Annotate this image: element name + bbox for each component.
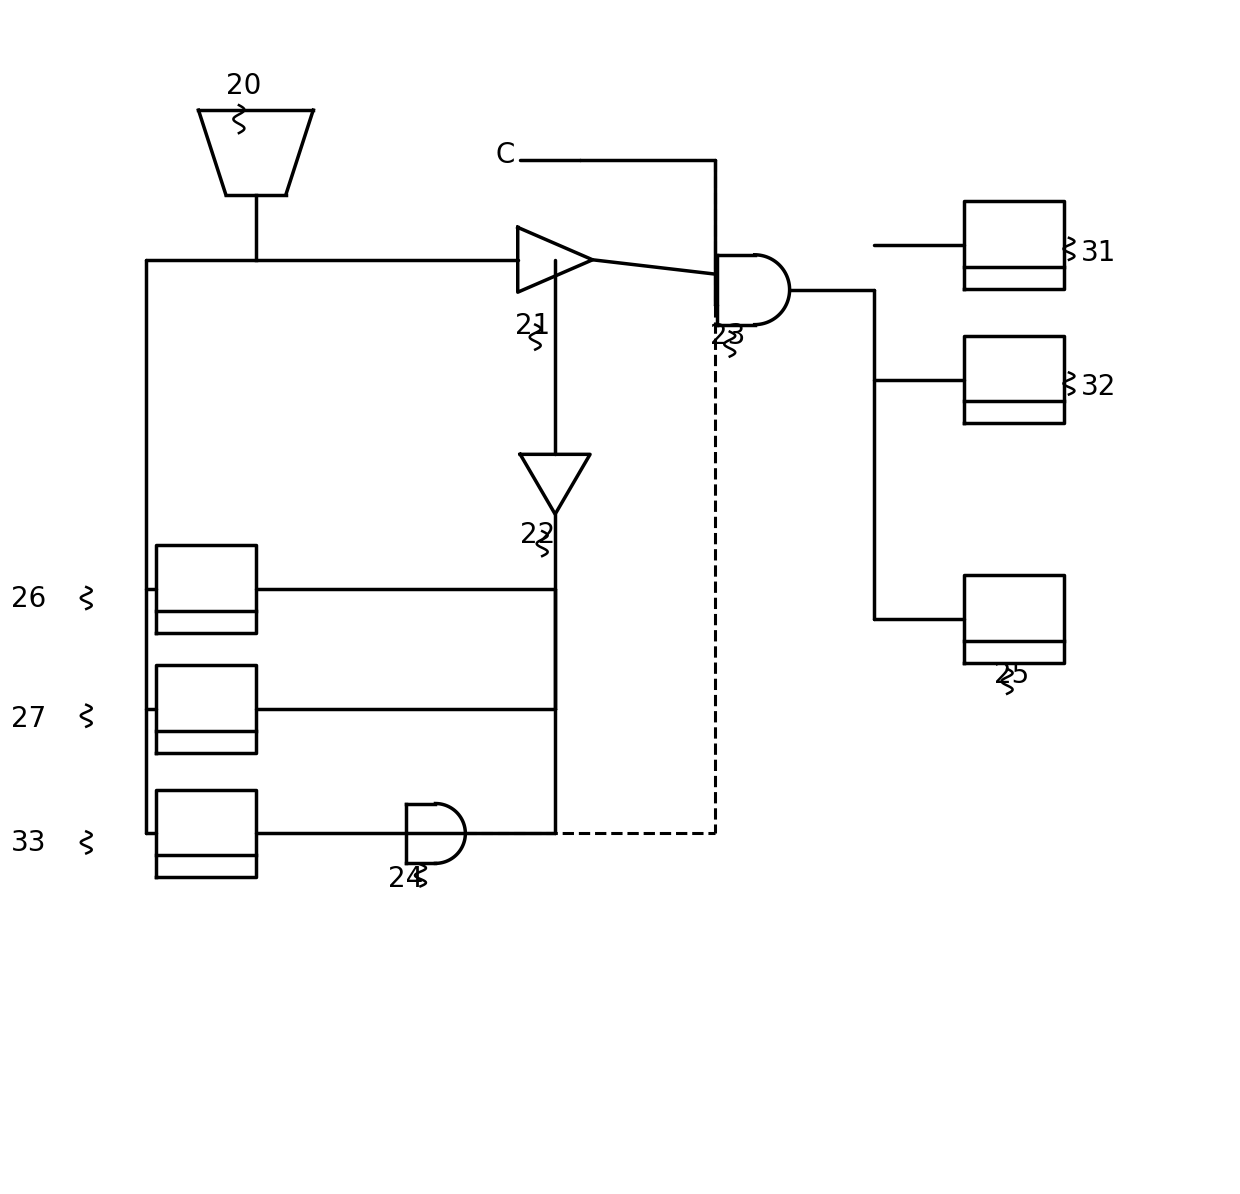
Text: 31: 31: [1081, 239, 1116, 266]
Text: C: C: [496, 141, 516, 170]
Text: 24: 24: [388, 866, 423, 893]
Text: 20: 20: [226, 72, 262, 100]
Text: 21: 21: [516, 312, 551, 339]
Text: 26: 26: [11, 585, 46, 613]
Text: 33: 33: [11, 830, 46, 857]
Text: 25: 25: [994, 660, 1029, 689]
Text: 32: 32: [1081, 374, 1116, 401]
Text: 27: 27: [11, 704, 46, 733]
Text: 23: 23: [709, 321, 745, 350]
Text: 22: 22: [521, 521, 556, 549]
